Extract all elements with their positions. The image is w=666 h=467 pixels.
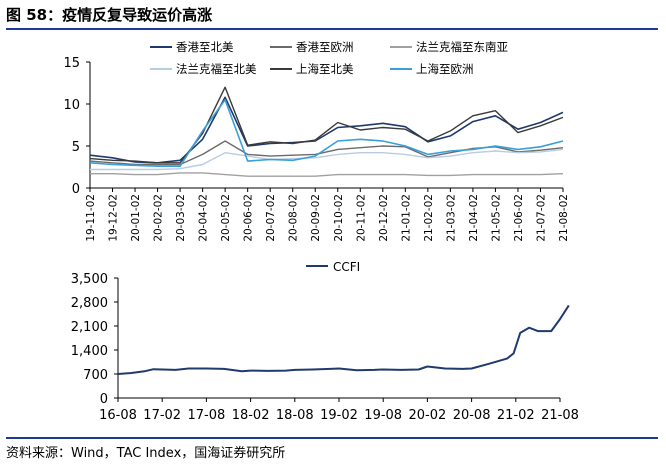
series-line — [89, 86, 564, 164]
x-tick-label: 19-08 — [364, 408, 402, 423]
series-line — [89, 99, 564, 167]
x-tick-label: 21-04-02 — [468, 194, 480, 242]
legend-label: 法兰克福至东南亚 — [416, 40, 508, 54]
x-tick-label: 21-01-02 — [400, 194, 412, 242]
x-tick-label: 20-01-02 — [130, 194, 142, 242]
y-tick-label: 5 — [72, 140, 80, 155]
series-line — [90, 172, 564, 177]
source-rule — [6, 437, 658, 439]
x-tick-label: 20-09-02 — [310, 194, 322, 242]
x-tick-label: 20-07-02 — [265, 194, 277, 242]
ccfi-chart: 0 700 1,400 2,100 2,800 3,500 16-08 17-02 17-08 1… — [71, 262, 579, 423]
legend-label: 法兰克福至北美 — [176, 62, 257, 76]
x-tick-label: 16-08 — [99, 408, 137, 423]
y-tick-label: 2,800 — [71, 296, 108, 311]
x-tick-label: 21-02 — [497, 408, 535, 423]
x-tick-label: 21-08-02 — [558, 194, 570, 242]
y-tick-label: 0 — [72, 182, 80, 197]
x-tick-label: 20-06-02 — [243, 194, 255, 242]
legend-label: 香港至北美 — [176, 40, 234, 54]
y-tick-label: 10 — [63, 98, 80, 113]
route-freight-chart: 0 5 10 15 19-11-02 19-12-02 20-01-02 20-02-02 20… — [63, 40, 570, 242]
ccfi-line — [117, 304, 570, 375]
x-tick-label: 20-08 — [453, 408, 491, 423]
x-tick-label: 21-08 — [541, 408, 579, 423]
x-tick-label: 20-11-02 — [355, 194, 367, 242]
legend-label: 香港至欧洲 — [296, 40, 354, 54]
x-tick-label: 19-11-02 — [85, 194, 97, 242]
legend-label: CCFI — [333, 262, 360, 274]
x-tick-label: 21-07-02 — [535, 194, 547, 242]
legend-label: 上海至北美 — [296, 62, 354, 76]
x-tick-label: 20-03-02 — [175, 194, 187, 242]
x-tick-label: 21-02-02 — [423, 194, 435, 242]
x-tick-label: 17-02 — [143, 408, 181, 423]
y-tick-label: 2,100 — [71, 320, 108, 335]
y-tick-label: 0 — [100, 392, 108, 407]
x-tick-label: 20-12-02 — [378, 194, 390, 242]
x-tick-label: 20-02 — [409, 408, 447, 423]
x-tick-label: 18-08 — [276, 408, 314, 423]
x-tick-label: 20-10-02 — [333, 194, 345, 242]
x-tick-label: 19-12-02 — [108, 194, 120, 242]
y-tick-label: 15 — [63, 56, 80, 71]
series-line — [90, 148, 564, 171]
series-line — [89, 140, 564, 166]
x-tick-label: 21-06-02 — [513, 194, 525, 242]
y-tick-label: 700 — [83, 368, 108, 383]
series-line — [89, 96, 564, 164]
y-tick-label: 3,500 — [71, 272, 108, 287]
x-tick-label: 20-04-02 — [198, 194, 210, 242]
x-tick-label: 20-08-02 — [288, 194, 300, 242]
x-tick-label: 19-02 — [320, 408, 358, 423]
title-rule — [6, 28, 658, 30]
x-tick-label: 17-08 — [188, 408, 226, 423]
x-tick-label: 20-02-02 — [153, 194, 165, 242]
legend-label: 上海至欧洲 — [416, 62, 474, 76]
figure-title: 图 58：疫情反复导致运价高涨 — [6, 6, 213, 24]
x-tick-label: 20-05-02 — [220, 194, 232, 242]
x-tick-label: 21-03-02 — [445, 194, 457, 242]
x-tick-label: 18-02 — [232, 408, 270, 423]
x-tick-label: 21-05-02 — [490, 194, 502, 242]
figure-source: 资料来源：Wind，TAC Index，国海证券研究所 — [6, 446, 286, 461]
y-tick-label: 1,400 — [71, 344, 108, 359]
